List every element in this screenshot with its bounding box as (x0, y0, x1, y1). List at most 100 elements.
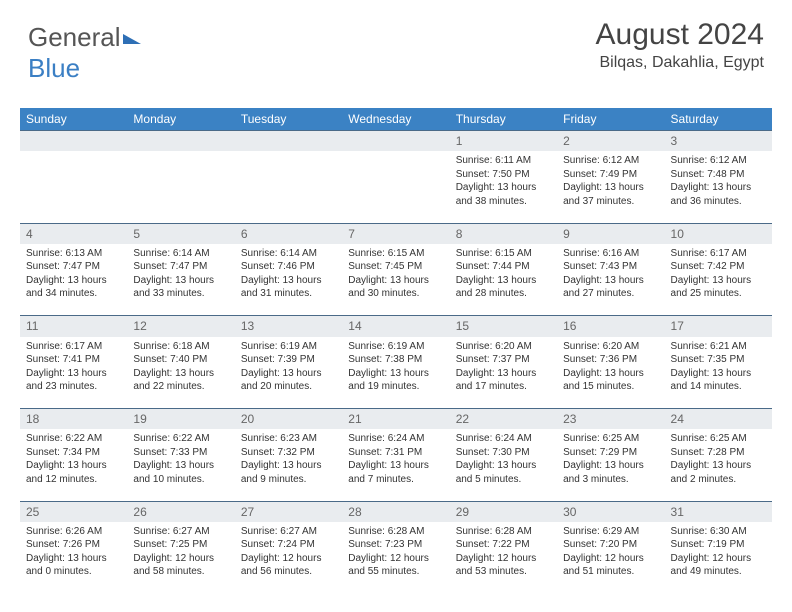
page-title: August 2024 (596, 18, 764, 52)
day-number-cell (342, 131, 449, 152)
day-number-cell: 4 (20, 223, 127, 244)
day-info-cell: Sunrise: 6:29 AMSunset: 7:20 PMDaylight:… (557, 522, 664, 594)
sunset-text: Sunset: 7:40 PM (133, 353, 228, 367)
daylight-text: Daylight: 13 hours and 31 minutes. (241, 274, 336, 301)
day-number-cell: 22 (450, 409, 557, 430)
sunset-text: Sunset: 7:47 PM (133, 260, 228, 274)
daylight-text: Daylight: 12 hours and 55 minutes. (348, 552, 443, 579)
day-number-cell: 21 (342, 409, 449, 430)
daylight-text: Daylight: 13 hours and 7 minutes. (348, 459, 443, 486)
day-info-cell: Sunrise: 6:16 AMSunset: 7:43 PMDaylight:… (557, 244, 664, 316)
day-info-cell: Sunrise: 6:20 AMSunset: 7:37 PMDaylight:… (450, 337, 557, 409)
daylight-text: Daylight: 13 hours and 12 minutes. (26, 459, 121, 486)
day-number-cell: 24 (665, 409, 772, 430)
day-number-row: 25262728293031 (20, 501, 772, 522)
daylight-text: Daylight: 13 hours and 20 minutes. (241, 367, 336, 394)
daylight-text: Daylight: 13 hours and 23 minutes. (26, 367, 121, 394)
daylight-text: Daylight: 13 hours and 33 minutes. (133, 274, 228, 301)
day-header: Tuesday (235, 108, 342, 131)
day-number-row: 18192021222324 (20, 409, 772, 430)
sunrise-text: Sunrise: 6:29 AM (563, 525, 658, 539)
sunrise-text: Sunrise: 6:25 AM (671, 432, 766, 446)
sunset-text: Sunset: 7:33 PM (133, 446, 228, 460)
day-info-cell: Sunrise: 6:24 AMSunset: 7:30 PMDaylight:… (450, 429, 557, 501)
day-info-cell: Sunrise: 6:30 AMSunset: 7:19 PMDaylight:… (665, 522, 772, 594)
day-header: Wednesday (342, 108, 449, 131)
sunset-text: Sunset: 7:20 PM (563, 538, 658, 552)
day-info-cell: Sunrise: 6:11 AMSunset: 7:50 PMDaylight:… (450, 151, 557, 223)
day-number-cell: 12 (127, 316, 234, 337)
sunset-text: Sunset: 7:43 PM (563, 260, 658, 274)
day-number-row: 11121314151617 (20, 316, 772, 337)
day-number-cell: 9 (557, 223, 664, 244)
day-header: Monday (127, 108, 234, 131)
day-number-cell: 31 (665, 501, 772, 522)
sunset-text: Sunset: 7:49 PM (563, 168, 658, 182)
day-header: Sunday (20, 108, 127, 131)
daylight-text: Daylight: 13 hours and 2 minutes. (671, 459, 766, 486)
daylight-text: Daylight: 13 hours and 30 minutes. (348, 274, 443, 301)
sunrise-text: Sunrise: 6:16 AM (563, 247, 658, 261)
day-number-cell: 20 (235, 409, 342, 430)
day-number-cell: 2 (557, 131, 664, 152)
sunrise-text: Sunrise: 6:27 AM (241, 525, 336, 539)
day-number-cell: 29 (450, 501, 557, 522)
sunrise-text: Sunrise: 6:11 AM (456, 154, 551, 168)
day-number-cell (20, 131, 127, 152)
sunset-text: Sunset: 7:35 PM (671, 353, 766, 367)
sunrise-text: Sunrise: 6:20 AM (456, 340, 551, 354)
daylight-text: Daylight: 13 hours and 34 minutes. (26, 274, 121, 301)
daylight-text: Daylight: 13 hours and 22 minutes. (133, 367, 228, 394)
day-number-cell: 18 (20, 409, 127, 430)
brand-part1: General (28, 22, 121, 52)
sunset-text: Sunset: 7:42 PM (671, 260, 766, 274)
day-info-cell: Sunrise: 6:13 AMSunset: 7:47 PMDaylight:… (20, 244, 127, 316)
day-info-cell: Sunrise: 6:20 AMSunset: 7:36 PMDaylight:… (557, 337, 664, 409)
header: August 2024 Bilqas, Dakahlia, Egypt (596, 18, 764, 72)
day-info-cell: Sunrise: 6:18 AMSunset: 7:40 PMDaylight:… (127, 337, 234, 409)
brand-part2: Blue (28, 53, 80, 83)
day-info-cell: Sunrise: 6:25 AMSunset: 7:28 PMDaylight:… (665, 429, 772, 501)
day-info-row: Sunrise: 6:26 AMSunset: 7:26 PMDaylight:… (20, 522, 772, 594)
day-info-row: Sunrise: 6:11 AMSunset: 7:50 PMDaylight:… (20, 151, 772, 223)
sunrise-text: Sunrise: 6:28 AM (456, 525, 551, 539)
sunset-text: Sunset: 7:22 PM (456, 538, 551, 552)
daylight-text: Daylight: 12 hours and 51 minutes. (563, 552, 658, 579)
sunset-text: Sunset: 7:48 PM (671, 168, 766, 182)
sunrise-text: Sunrise: 6:30 AM (671, 525, 766, 539)
day-number-cell: 19 (127, 409, 234, 430)
sunset-text: Sunset: 7:44 PM (456, 260, 551, 274)
day-info-cell: Sunrise: 6:24 AMSunset: 7:31 PMDaylight:… (342, 429, 449, 501)
day-number-row: 45678910 (20, 223, 772, 244)
sunrise-text: Sunrise: 6:17 AM (26, 340, 121, 354)
day-info-cell: Sunrise: 6:17 AMSunset: 7:42 PMDaylight:… (665, 244, 772, 316)
day-number-cell: 17 (665, 316, 772, 337)
daylight-text: Daylight: 12 hours and 56 minutes. (241, 552, 336, 579)
sunset-text: Sunset: 7:46 PM (241, 260, 336, 274)
sunrise-text: Sunrise: 6:27 AM (133, 525, 228, 539)
sunrise-text: Sunrise: 6:25 AM (563, 432, 658, 446)
day-number-cell: 15 (450, 316, 557, 337)
sunset-text: Sunset: 7:37 PM (456, 353, 551, 367)
sunset-text: Sunset: 7:39 PM (241, 353, 336, 367)
day-number-cell: 6 (235, 223, 342, 244)
location-label: Bilqas, Dakahlia, Egypt (596, 54, 764, 72)
sunrise-text: Sunrise: 6:12 AM (563, 154, 658, 168)
sunrise-text: Sunrise: 6:14 AM (133, 247, 228, 261)
day-info-cell: Sunrise: 6:27 AMSunset: 7:25 PMDaylight:… (127, 522, 234, 594)
day-info-cell (127, 151, 234, 223)
sunset-text: Sunset: 7:30 PM (456, 446, 551, 460)
day-number-cell: 23 (557, 409, 664, 430)
daylight-text: Daylight: 13 hours and 25 minutes. (671, 274, 766, 301)
day-info-cell: Sunrise: 6:14 AMSunset: 7:47 PMDaylight:… (127, 244, 234, 316)
day-info-cell: Sunrise: 6:28 AMSunset: 7:22 PMDaylight:… (450, 522, 557, 594)
daylight-text: Daylight: 13 hours and 17 minutes. (456, 367, 551, 394)
sunrise-text: Sunrise: 6:28 AM (348, 525, 443, 539)
day-number-cell: 14 (342, 316, 449, 337)
sunset-text: Sunset: 7:50 PM (456, 168, 551, 182)
sunset-text: Sunset: 7:29 PM (563, 446, 658, 460)
sunrise-text: Sunrise: 6:20 AM (563, 340, 658, 354)
day-info-cell (20, 151, 127, 223)
daylight-text: Daylight: 12 hours and 49 minutes. (671, 552, 766, 579)
brand-arrow-icon (123, 34, 141, 44)
